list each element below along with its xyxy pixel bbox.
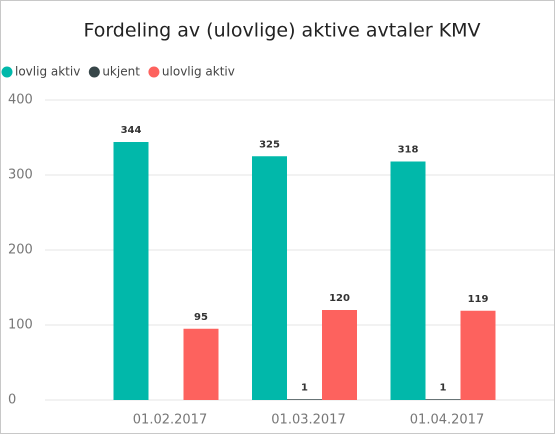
value-label: 318	[398, 145, 419, 156]
legend-swatch	[1, 66, 13, 78]
value-label: 95	[194, 312, 208, 323]
bar	[113, 142, 149, 400]
x-tick-label: 01.02.2017	[133, 413, 207, 428]
legend-swatch	[148, 66, 160, 78]
bar	[390, 161, 426, 400]
value-label: 1	[440, 382, 447, 393]
y-tick-label: 200	[8, 243, 33, 258]
value-label: 120	[329, 293, 350, 304]
bar	[183, 328, 219, 400]
x-tick-label: 01.04.2017	[410, 413, 484, 428]
legend-label: ulovlig aktiv	[162, 65, 235, 79]
legend-label: lovlig aktiv	[15, 65, 80, 79]
y-tick-label: 300	[8, 168, 33, 183]
legend-swatch	[88, 66, 100, 78]
y-tick-label: 400	[8, 93, 33, 108]
value-label: 1	[301, 382, 308, 393]
legend-label: ukjent	[102, 65, 140, 79]
bar	[322, 310, 357, 400]
value-label: 344	[121, 125, 142, 136]
value-label: 119	[468, 294, 489, 305]
bar	[425, 399, 461, 400]
chart-title: Fordeling av (ulovlige) aktive avtaler K…	[83, 20, 480, 42]
bar	[287, 399, 322, 400]
y-tick-label: 100	[8, 318, 33, 333]
x-tick-label: 01.03.2017	[271, 413, 345, 428]
value-label: 325	[259, 139, 280, 150]
y-tick-label: 0	[8, 393, 16, 408]
bar	[252, 156, 287, 400]
bar	[460, 310, 496, 400]
